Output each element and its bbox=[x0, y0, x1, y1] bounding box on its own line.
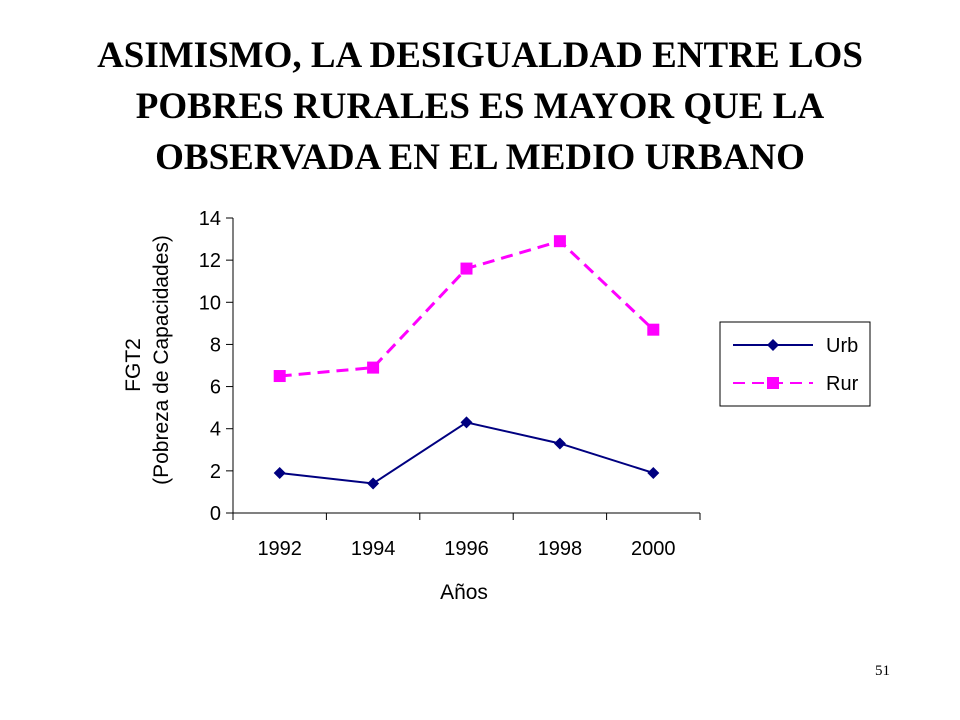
point-urb bbox=[273, 466, 286, 479]
title-line-2: POBRES RURALES ES MAYOR QUE LA bbox=[135, 86, 825, 127]
y-axis-title-line-2: (Pobreza de Capacidades) bbox=[150, 235, 173, 485]
y-tick-label: 2 bbox=[210, 461, 221, 483]
point-rur bbox=[273, 370, 286, 383]
series-line-rur bbox=[279, 239, 655, 378]
legend-label-rur: Rur bbox=[826, 373, 859, 395]
point-urb bbox=[460, 416, 473, 429]
y-axis: 0 2 4 6 8 10 12 14 bbox=[199, 208, 234, 525]
page-number: 51 bbox=[875, 663, 890, 679]
y-tick-label: 14 bbox=[199, 208, 221, 230]
point-rur bbox=[460, 262, 473, 275]
series-line-urb bbox=[279, 421, 654, 485]
y-axis-title-line-1: FGT2 bbox=[122, 338, 145, 392]
legend: Urb Rur bbox=[719, 321, 871, 407]
y-tick-label: 10 bbox=[199, 292, 221, 314]
y-tick-label: 6 bbox=[210, 377, 221, 399]
legend-marker-urb bbox=[767, 339, 779, 351]
series bbox=[273, 235, 660, 490]
x-axis-title: Años bbox=[440, 581, 488, 604]
x-tick-label: 2000 bbox=[631, 538, 676, 560]
y-tick-label: 8 bbox=[210, 334, 221, 356]
x-tick-label: 1996 bbox=[444, 538, 489, 560]
y-tick-label: 4 bbox=[210, 419, 221, 441]
title-line-3: OBSERVADA EN EL MEDIO URBANO bbox=[155, 137, 805, 178]
point-urb bbox=[553, 437, 566, 450]
x-tick-label: 1998 bbox=[538, 538, 583, 560]
y-tick-label: 12 bbox=[199, 250, 221, 272]
slide-title: ASIMISMO, LA DESIGUALDAD ENTRE LOS POBRE… bbox=[40, 30, 920, 183]
legend-marker-rur bbox=[767, 377, 779, 389]
title-line-1: ASIMISMO, LA DESIGUALDAD ENTRE LOS bbox=[97, 35, 863, 76]
x-tick-label: 1994 bbox=[351, 538, 396, 560]
legend-box bbox=[719, 321, 871, 407]
point-urb bbox=[367, 477, 380, 490]
x-tick-label: 1992 bbox=[257, 538, 302, 560]
point-urb bbox=[647, 466, 660, 479]
point-rur bbox=[553, 235, 566, 248]
point-rur bbox=[367, 361, 380, 374]
y-tick-label: 0 bbox=[210, 503, 221, 525]
x-axis: 1992 1994 1996 1998 2000 bbox=[232, 512, 701, 560]
point-rur bbox=[647, 323, 660, 336]
legend-label-urb: Urb bbox=[826, 335, 858, 357]
